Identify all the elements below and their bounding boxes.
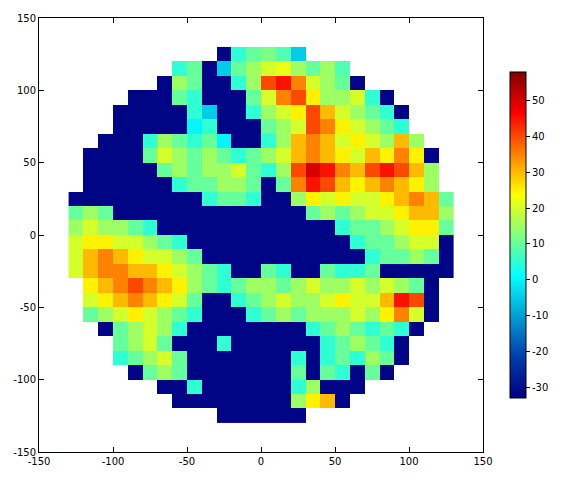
svg-text:30: 30	[532, 167, 545, 178]
svg-text:-30: -30	[532, 382, 548, 393]
svg-text:-10: -10	[532, 310, 548, 321]
svg-text:100: 100	[17, 85, 36, 96]
svg-text:0: 0	[30, 230, 36, 241]
svg-text:10: 10	[532, 238, 545, 249]
svg-text:-150: -150	[28, 456, 51, 467]
svg-text:0: 0	[532, 274, 538, 285]
svg-text:-50: -50	[179, 456, 195, 467]
svg-text:-100: -100	[13, 374, 36, 385]
svg-text:100: 100	[399, 456, 418, 467]
svg-text:50: 50	[532, 95, 545, 106]
svg-text:-50: -50	[20, 302, 36, 313]
svg-text:-150: -150	[13, 447, 36, 458]
svg-text:150: 150	[473, 456, 492, 467]
svg-text:-20: -20	[532, 346, 548, 357]
svg-text:0: 0	[258, 456, 264, 467]
svg-text:50: 50	[329, 456, 342, 467]
svg-text:-100: -100	[102, 456, 125, 467]
svg-text:150: 150	[17, 13, 36, 24]
svg-text:40: 40	[532, 131, 545, 142]
svg-text:20: 20	[532, 203, 545, 214]
svg-text:50: 50	[23, 157, 36, 168]
